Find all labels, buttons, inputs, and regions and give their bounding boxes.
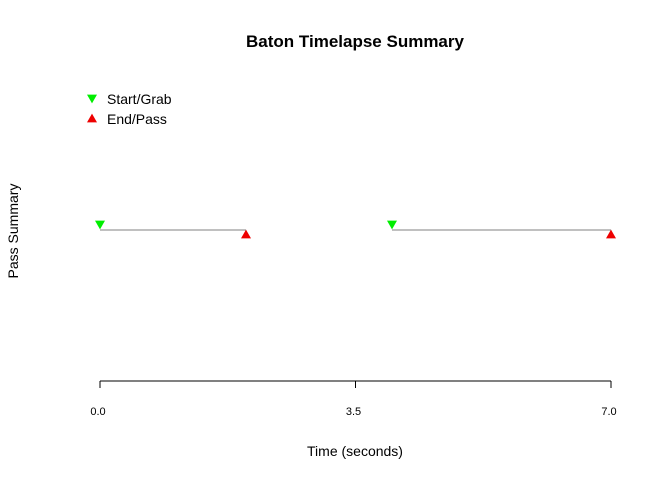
y-axis-label: Pass Summary [5, 184, 21, 279]
legend-end-label: End/Pass [107, 111, 167, 127]
end-pass-marker-2 [606, 229, 616, 239]
start-grab-marker-2 [387, 220, 397, 230]
legend-start-marker [87, 94, 97, 104]
end-pass-marker-1 [241, 229, 251, 239]
x-tick-label-1: 0.0 [90, 406, 105, 418]
pass-markers [95, 220, 616, 239]
x-tick-label-2: 3.5 [346, 406, 361, 418]
chart-title: Baton Timelapse Summary [246, 32, 464, 51]
legend: Start/Grab End/Pass [87, 91, 172, 127]
x-axis: 0.0 3.5 7.0 [90, 380, 617, 418]
x-tick-label-3: 7.0 [601, 406, 616, 418]
x-axis-label: Time (seconds) [307, 443, 403, 459]
legend-end-marker [87, 113, 97, 123]
start-grab-marker-1 [95, 220, 105, 230]
legend-start-label: Start/Grab [107, 91, 172, 107]
